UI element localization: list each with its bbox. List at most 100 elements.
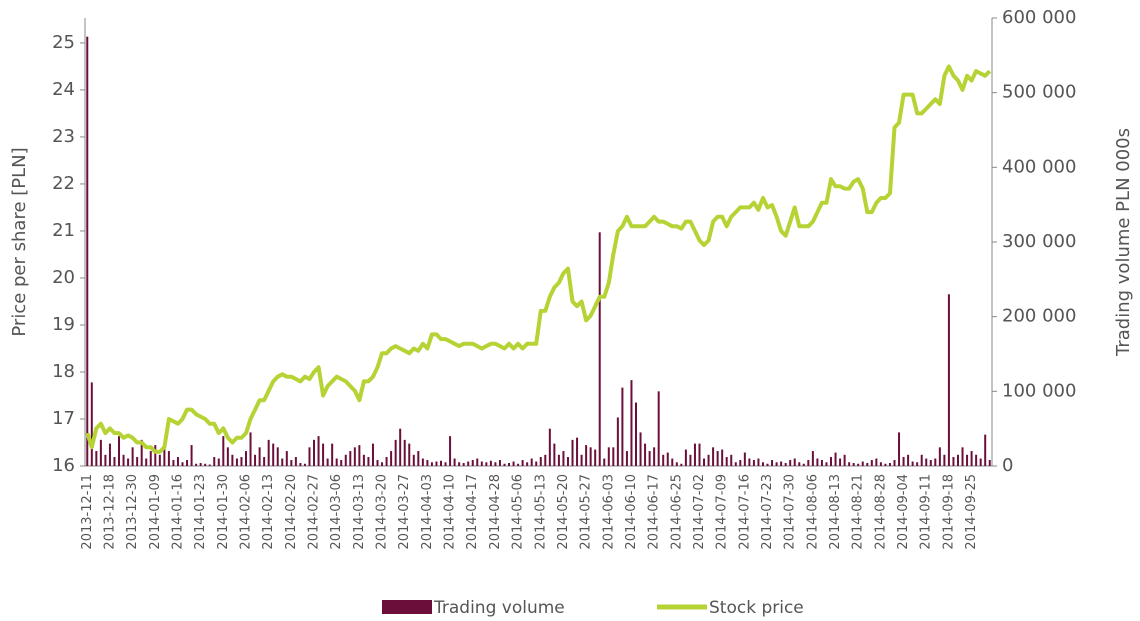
volume-bar: [258, 447, 261, 466]
y2-tick-label: 100 000: [1002, 380, 1076, 401]
volume-bar: [820, 460, 823, 466]
volume-bar: [585, 445, 588, 466]
volume-bar: [362, 454, 365, 466]
volume-bar: [358, 445, 361, 466]
volume-bar: [929, 460, 932, 466]
volume-bar: [739, 460, 742, 466]
volume-bar: [435, 461, 438, 466]
volume-bar: [303, 463, 306, 466]
volume-bar: [598, 232, 601, 466]
volume-bar: [530, 458, 533, 466]
volume-bar: [653, 447, 656, 466]
y-tick-label: 25: [52, 32, 75, 53]
volume-bar: [512, 461, 515, 466]
volume-bar: [521, 460, 524, 466]
volume-bar: [489, 460, 492, 466]
volume-bar: [875, 458, 878, 466]
volume-bar: [748, 458, 751, 466]
volume-bar: [553, 443, 556, 466]
volume-bar: [916, 462, 919, 466]
volume-bar: [789, 460, 792, 466]
volume-bar: [276, 447, 279, 466]
volume-bar: [204, 463, 207, 466]
x-tick-label: 2014-01-30: [216, 474, 231, 550]
volume-bar: [90, 382, 93, 466]
x-tick-label: 2014-01-23: [193, 474, 208, 550]
volume-bar: [680, 463, 683, 466]
volume-bar: [866, 463, 869, 466]
volume-bar: [807, 460, 810, 466]
volume-bar: [952, 457, 955, 466]
volume-bar: [689, 454, 692, 466]
volume-bar: [498, 460, 501, 466]
x-tick-label: 2014-02-06: [238, 474, 253, 550]
x-tick-label: 2014-04-03: [420, 474, 435, 550]
x-tick-label: 2014-07-30: [783, 474, 798, 550]
price-line: [85, 64, 992, 454]
volume-bar: [340, 460, 343, 466]
volume-bar: [281, 458, 284, 466]
volume-bar: [793, 458, 796, 466]
volume-bar: [254, 454, 257, 466]
volume-bar: [390, 451, 393, 466]
volume-bar: [630, 380, 633, 466]
volume-bar: [911, 461, 914, 466]
volume-bar: [766, 463, 769, 466]
volume-bar: [158, 454, 161, 466]
volume-bar: [108, 443, 111, 466]
volume-bar: [208, 464, 211, 466]
volume-bar: [798, 462, 801, 466]
volume-bar: [172, 460, 175, 466]
volume-bar: [367, 457, 370, 466]
volume-bar: [703, 458, 706, 466]
volume-bar: [458, 462, 461, 466]
volume-bar: [603, 458, 606, 466]
volume-bar: [385, 457, 388, 466]
x-tick-label: 2014-09-25: [964, 474, 979, 550]
volume-bar: [966, 454, 969, 466]
volume-bar: [734, 462, 737, 466]
volume-bar: [421, 458, 424, 466]
volume-bar: [381, 462, 384, 466]
y-tick-label: 16: [52, 455, 75, 476]
volume-bar: [675, 462, 678, 466]
volume-bar: [480, 461, 483, 466]
volume-bar: [494, 462, 497, 466]
x-tick-label: 2013-12-30: [125, 474, 140, 550]
volume-bar: [249, 432, 252, 466]
volume-bar: [843, 454, 846, 466]
y2-tick-label: 500 000: [1002, 82, 1076, 103]
volume-bar: [557, 454, 560, 466]
volume-bar: [199, 463, 202, 466]
x-tick-label: 2014-03-13: [352, 474, 367, 550]
volume-bar: [870, 460, 873, 466]
volume-bar: [376, 460, 379, 466]
x-tick-label: 2014-03-20: [375, 474, 390, 550]
volume-bar: [444, 462, 447, 466]
volume-bar: [313, 439, 316, 466]
volume-bar: [240, 457, 243, 466]
volume-bar: [666, 452, 669, 466]
volume-bar: [149, 451, 152, 466]
volume-bar: [743, 452, 746, 466]
x-tick-label: 2014-03-06: [329, 474, 344, 550]
volume-bar: [657, 391, 660, 466]
volume-bar: [716, 451, 719, 466]
x-tick-label: 2014-07-02: [692, 474, 707, 550]
volume-bar: [571, 439, 574, 466]
volume-bar: [594, 449, 597, 466]
legend-swatch: [382, 600, 432, 614]
volume-bar: [730, 454, 733, 466]
volume-bar: [181, 462, 184, 466]
volume-bar: [353, 447, 356, 466]
volume-bar: [956, 454, 959, 466]
volume-bar: [839, 458, 842, 466]
volume-bar: [780, 461, 783, 466]
volume-bar: [616, 417, 619, 466]
y-tick-label: 23: [52, 126, 75, 147]
x-tick-label: 2014-08-28: [873, 474, 888, 550]
volume-bar: [589, 447, 592, 466]
volume-bar: [99, 439, 102, 466]
volume-bar: [884, 463, 887, 466]
